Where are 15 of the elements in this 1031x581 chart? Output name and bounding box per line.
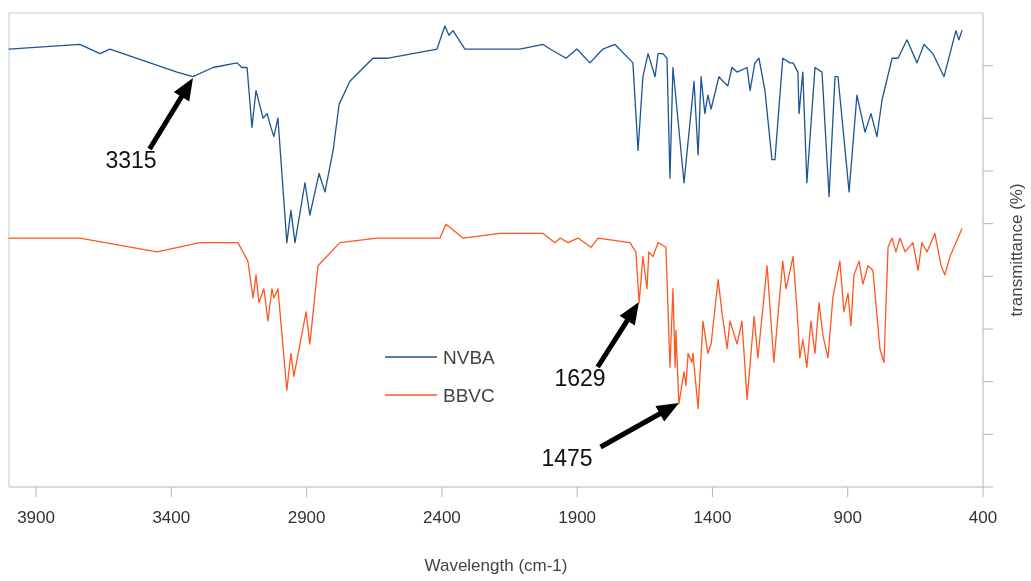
y-axis-title: transmittance (%)	[1007, 183, 1026, 317]
annotation: 1629	[554, 365, 606, 391]
x-tick-label: 3900	[17, 508, 55, 527]
x-tick-label: 2400	[422, 508, 461, 527]
annotation: 3315	[105, 147, 157, 173]
legend-label: BBVC	[443, 385, 495, 406]
x-tick-label: 400	[968, 508, 998, 527]
x-tick-label: 3400	[152, 508, 191, 527]
x-tick-label: 2900	[287, 508, 326, 527]
x-tick-label: 1400	[693, 508, 732, 527]
x-tick-label: 1900	[558, 508, 597, 527]
x-tick-label: 900	[833, 508, 862, 527]
legend-label: NVBA	[443, 347, 496, 368]
x-axis-title: Wavelength (cm-1)	[424, 556, 568, 575]
annotation: 1475	[541, 445, 593, 471]
